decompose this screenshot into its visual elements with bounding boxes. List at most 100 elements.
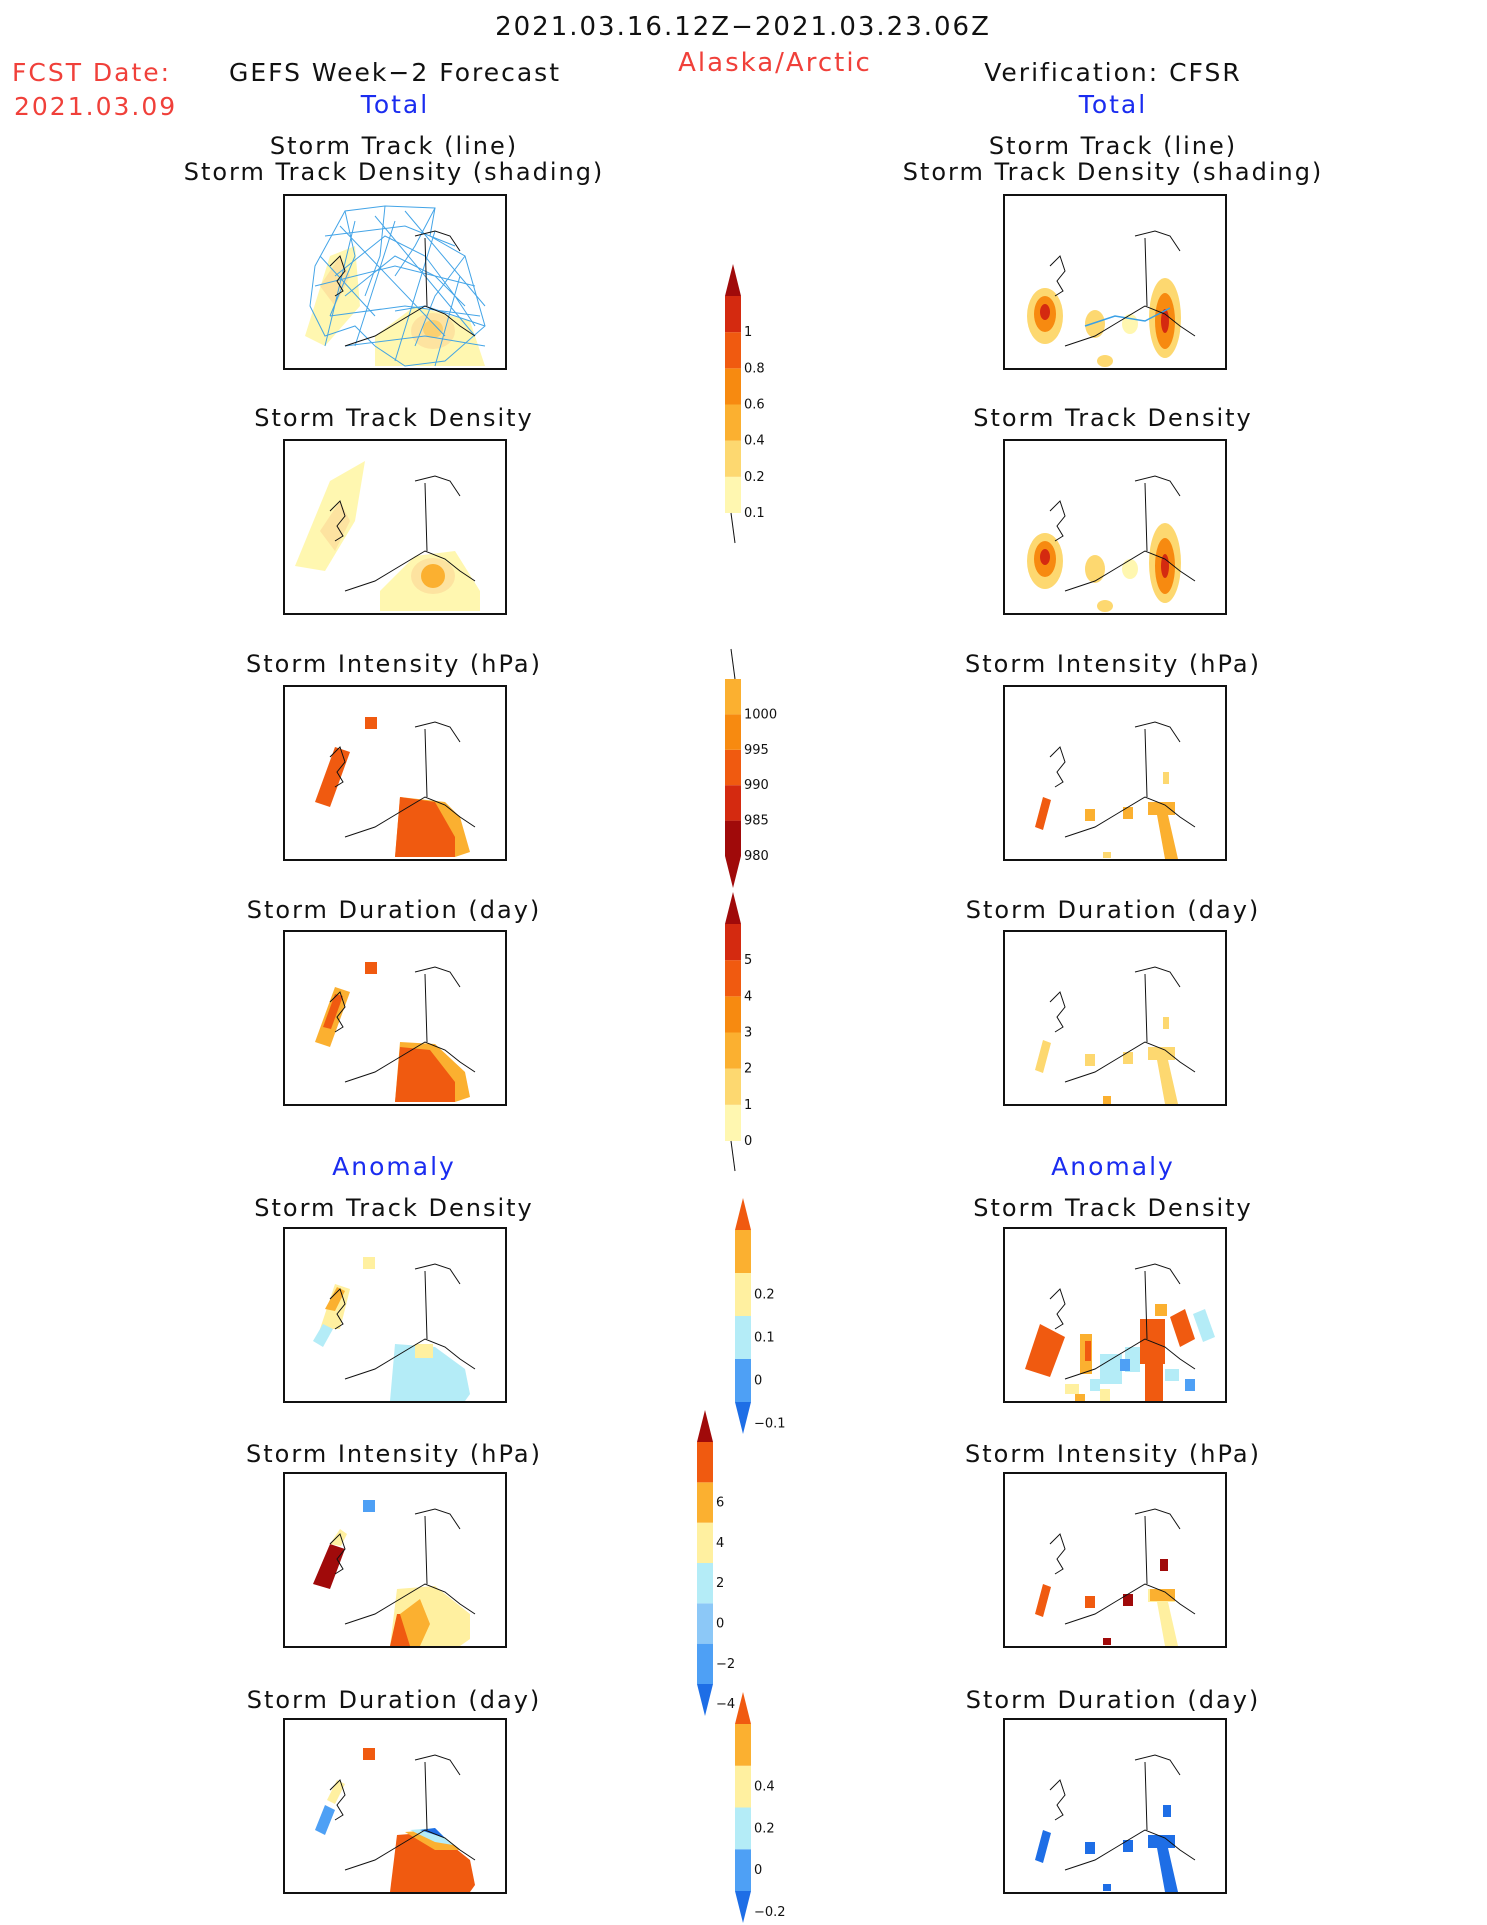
colorbar-arrow-bottom xyxy=(735,1402,751,1434)
colorbar-tick-label: 6 xyxy=(716,1496,724,1511)
colorbar-open-end xyxy=(730,1140,736,1172)
right-anomaly-label: Anomaly xyxy=(1051,1152,1175,1181)
map-verification-anomaly-intensity xyxy=(1003,1472,1227,1648)
colorbar-swatch xyxy=(735,1316,751,1359)
colorbar-swatch xyxy=(725,820,741,856)
colorbar-arrow-bottom xyxy=(725,856,741,888)
fcst-date-label: FCST Date: xyxy=(12,58,172,87)
colorbar-swatch xyxy=(725,476,741,513)
colorbar-tick-label: 0.4 xyxy=(744,434,765,449)
left-anom-duration-title: Storm Duration (day) xyxy=(246,1686,542,1714)
colorbar-swatch xyxy=(735,1230,751,1273)
colorbar-arrow-top xyxy=(735,1198,751,1230)
colorbar-tick-label: 0.8 xyxy=(744,361,765,376)
colorbar-tick-label: 5 xyxy=(744,953,752,968)
region-title: Alaska/Arctic xyxy=(678,48,872,78)
colorbar-swatch xyxy=(725,924,741,961)
colorbar-tick-label: 2 xyxy=(716,1576,724,1591)
map-forecast-duration xyxy=(283,930,507,1106)
colorbar-tick-label: −2 xyxy=(716,1657,735,1672)
colorbar-tick-label: 4 xyxy=(716,1536,724,1551)
colorbar-tick-label: 0 xyxy=(754,1863,762,1878)
colorbar-tick-label: 2 xyxy=(744,1062,752,1077)
colorbar-tick-label: 985 xyxy=(744,814,769,829)
colorbar-swatch xyxy=(725,679,741,715)
map-forecast-anomaly-intensity xyxy=(283,1472,507,1648)
colorbar-open-end xyxy=(730,512,736,544)
right-total-label: Total xyxy=(1078,90,1148,119)
colorbar-swatch xyxy=(725,1068,741,1105)
map-verification-track-density xyxy=(1003,194,1227,370)
colorbar-arrow-top xyxy=(697,1410,713,1442)
colorbar-tick-label: 0.2 xyxy=(754,1821,775,1836)
map-forecast-density xyxy=(283,439,507,615)
left-anomaly-label: Anomaly xyxy=(332,1152,456,1181)
colorbar-tick-label: 990 xyxy=(744,778,769,793)
colorbar-tick-label: 1000 xyxy=(744,707,777,722)
map-forecast-anomaly-duration xyxy=(283,1718,507,1894)
colorbar-tick-label: 1 xyxy=(744,325,752,340)
left-density-title: Storm Track Density xyxy=(254,404,534,432)
colorbar-swatch xyxy=(735,1849,751,1891)
map-verification-anomaly-duration xyxy=(1003,1718,1227,1894)
colorbar-tick-label: −4 xyxy=(716,1697,735,1712)
colorbar-swatch xyxy=(725,440,741,477)
colorbar-swatch xyxy=(725,296,741,333)
colorbar-tick-label: −0.2 xyxy=(754,1905,786,1920)
colorbar-tick-label: 4 xyxy=(744,989,752,1004)
colorbar-intensity-total: 1000 995 990 985 980 xyxy=(725,648,777,888)
colorbar-swatch xyxy=(725,749,741,786)
colorbar-swatch xyxy=(725,960,741,997)
colorbar-arrow-top xyxy=(735,1692,751,1724)
map-verification-intensity xyxy=(1003,685,1227,861)
colorbar-swatch xyxy=(735,1359,751,1402)
right-duration-title: Storm Duration (day) xyxy=(965,896,1261,924)
colorbar-swatch xyxy=(697,1643,713,1684)
right-track-title-2: Storm Track Density (shading) xyxy=(902,158,1324,186)
right-track-title-1: Storm Track (line) xyxy=(988,132,1238,160)
right-column-title: Verification: CFSR xyxy=(984,58,1242,87)
colorbar-tick-label: −0.1 xyxy=(754,1417,786,1432)
colorbar-swatch xyxy=(725,332,741,369)
right-anom-duration-title: Storm Duration (day) xyxy=(965,1686,1261,1714)
colorbar-open-end xyxy=(730,648,736,680)
colorbar-tick-label: 0.1 xyxy=(744,506,765,521)
colorbar-tick-label: 1 xyxy=(744,1098,752,1113)
fcst-date-value: 2021.03.09 xyxy=(14,92,178,121)
left-column-title: GEFS Week−2 Forecast xyxy=(228,58,562,87)
coastline xyxy=(329,230,476,347)
colorbar-swatch xyxy=(725,368,741,405)
colorbar-tick-label: 0.2 xyxy=(744,470,765,485)
left-anom-intensity-title: Storm Intensity (hPa) xyxy=(246,1440,542,1468)
colorbar-tick-label: 0 xyxy=(754,1374,762,1389)
right-anom-intensity-title: Storm Intensity (hPa) xyxy=(965,1440,1261,1468)
colorbar-tick-label: 0.1 xyxy=(754,1331,775,1346)
colorbar-arrow-bottom xyxy=(697,1684,713,1716)
map-forecast-anomaly-density xyxy=(283,1227,507,1403)
left-track-title-2: Storm Track Density (shading) xyxy=(183,158,605,186)
colorbar-swatch xyxy=(735,1273,751,1316)
colorbar-swatch xyxy=(735,1807,751,1850)
colorbar-swatch xyxy=(697,1603,713,1644)
colorbar-tick-label: 0.2 xyxy=(754,1288,775,1303)
map-forecast-track-density xyxy=(283,194,507,370)
right-anom-density-title: Storm Track Density xyxy=(973,1194,1253,1222)
colorbar-density-total: 1 0.8 0.6 0.4 0.2 0.1 xyxy=(725,264,765,544)
colorbar-swatch xyxy=(725,404,741,441)
colorbar-tick-label: 0 xyxy=(744,1134,752,1149)
colorbar-swatch xyxy=(697,1442,713,1483)
colorbar-tick-label: 980 xyxy=(744,849,769,864)
colorbar-tick-label: 0.4 xyxy=(754,1780,775,1795)
colorbar-swatch xyxy=(697,1482,713,1523)
colorbar-arrow-top xyxy=(725,264,741,296)
colorbar-swatch xyxy=(725,785,741,821)
map-verification-duration xyxy=(1003,930,1227,1106)
colorbar-swatch xyxy=(697,1522,713,1563)
left-duration-title: Storm Duration (day) xyxy=(246,896,542,924)
map-forecast-intensity xyxy=(283,685,507,861)
colorbar-tick-label: 995 xyxy=(744,743,769,758)
map-verification-density xyxy=(1003,439,1227,615)
storm-track-lines xyxy=(309,205,486,367)
colorbar-tick-label: 0.6 xyxy=(744,398,765,413)
